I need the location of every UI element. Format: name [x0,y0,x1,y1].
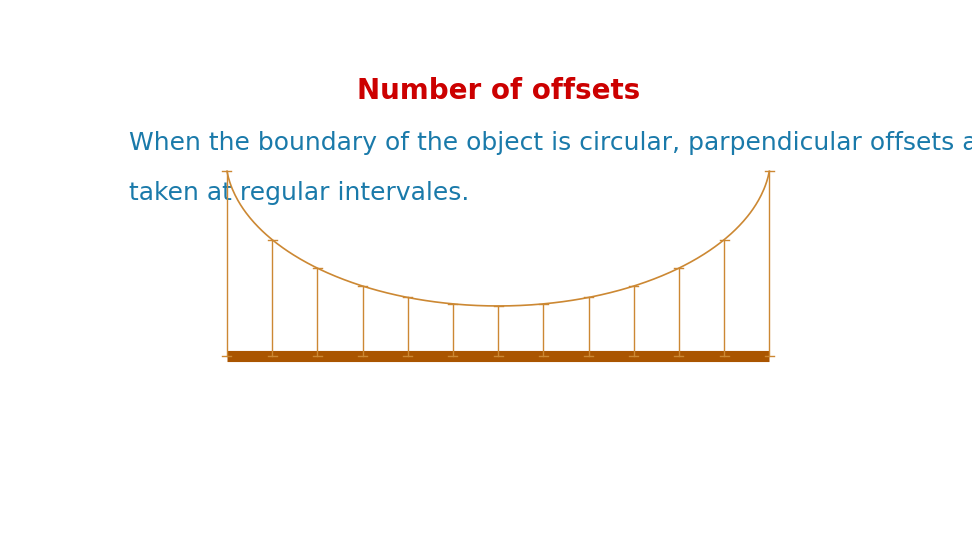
Text: Number of offsets: Number of offsets [357,77,640,105]
Text: taken at regular intervales.: taken at regular intervales. [129,181,469,205]
Text: When the boundary of the object is circular, parpendicular offsets are: When the boundary of the object is circu… [129,131,972,156]
